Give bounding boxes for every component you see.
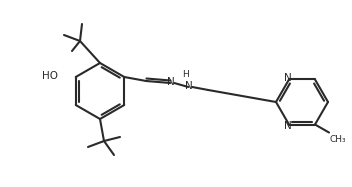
Text: N: N [167, 77, 175, 87]
Text: HO: HO [42, 71, 58, 81]
Text: CH₃: CH₃ [330, 134, 347, 143]
Text: N: N [186, 81, 193, 91]
Text: N: N [284, 73, 292, 83]
Text: H: H [182, 70, 189, 79]
Text: N: N [284, 120, 292, 131]
